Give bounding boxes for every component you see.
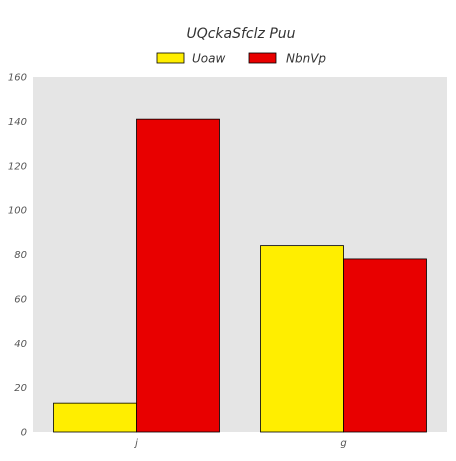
y-tick-label: 80 [14, 250, 27, 261]
legend-swatch-Uoaw [156, 52, 185, 64]
bar-Uoaw-j [53, 402, 137, 433]
y-tick-label: 0 [21, 428, 27, 439]
legend-label-Uoaw: Uoaw [192, 52, 225, 66]
y-tick-label: 20 [14, 383, 27, 394]
x-tick-label: j [133, 438, 138, 449]
legend-label-NbnVp: NbnVp [286, 52, 326, 66]
y-tick-label: 160 [8, 73, 27, 84]
chart-title: UQckaSfclz Puu [186, 26, 295, 42]
y-axis: 0 20 40 60 80 100 120 140 160 [8, 73, 27, 439]
bar-NbnVp-j [136, 118, 220, 433]
y-tick-label: 100 [8, 206, 27, 217]
y-tick-label: 120 [8, 161, 27, 172]
bars [53, 118, 427, 433]
y-tick-label: 60 [14, 294, 27, 305]
bar-Uoaw-g [260, 245, 344, 433]
x-tick-label: g [340, 438, 346, 449]
legend: Uoaw NbnVp [156, 52, 326, 66]
bar-NbnVp-g [343, 258, 427, 433]
legend-swatch-NbnVp [248, 52, 277, 64]
y-tick-label: 140 [8, 117, 27, 128]
y-tick-label: 40 [14, 339, 27, 350]
